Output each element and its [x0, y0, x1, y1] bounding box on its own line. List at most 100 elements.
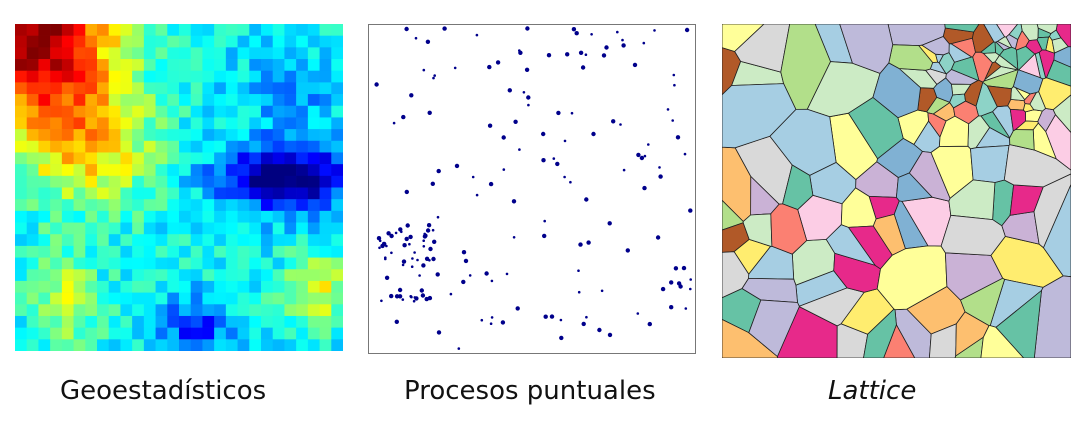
heatmap-cell: [61, 129, 74, 142]
heatmap-cell: [319, 199, 332, 212]
heatmap-cell: [261, 82, 274, 95]
point-event: [574, 31, 579, 36]
lattice-cell: [986, 85, 1012, 108]
heatmap-cell: [50, 35, 63, 48]
heatmap-cell: [319, 245, 332, 258]
heatmap-cell: [249, 280, 262, 293]
heatmap-cell: [15, 164, 28, 177]
heatmap-cell: [50, 315, 63, 328]
point-event: [507, 88, 512, 93]
heatmap-cell: [272, 245, 285, 258]
heatmap-cell: [296, 175, 309, 188]
heatmap-cell: [143, 105, 156, 118]
heatmap-cell: [249, 129, 262, 142]
heatmap-cell: [214, 315, 227, 328]
heatmap-cell: [120, 47, 133, 60]
point-event: [527, 103, 530, 107]
lattice-cell: [1008, 24, 1023, 41]
heatmap-cell: [132, 257, 145, 270]
heatmap-cell: [85, 280, 98, 293]
heatmap-cell: [237, 327, 250, 340]
heatmap-cell: [97, 47, 110, 60]
heatmap-cell: [179, 35, 192, 48]
heatmap-cell: [73, 94, 86, 107]
heatmap-cell: [73, 199, 86, 212]
point-event: [518, 49, 521, 52]
heatmap-cell: [284, 129, 297, 142]
heatmap-cell: [307, 234, 320, 247]
heatmap-cell: [296, 70, 309, 83]
lattice-cell: [895, 172, 933, 202]
heatmap-cell: [214, 280, 227, 293]
heatmap-cell: [167, 292, 180, 305]
heatmap-cell: [15, 327, 28, 340]
point-event: [584, 53, 588, 56]
heatmap-cell: [132, 304, 145, 317]
heatmap-cell: [120, 70, 133, 83]
heatmap-cell: [97, 234, 110, 247]
heatmap-cell: [249, 292, 262, 305]
heatmap-cell: [225, 199, 238, 212]
heatmap-cell: [225, 140, 238, 153]
heatmap-cell: [108, 199, 121, 212]
heatmap-cell: [202, 164, 215, 177]
heatmap-cell: [296, 304, 309, 317]
heatmap-cell: [50, 187, 63, 200]
heatmap-cell: [167, 187, 180, 200]
heatmap-cell: [190, 315, 203, 328]
heatmap-cell: [167, 234, 180, 247]
heatmap-cell: [73, 280, 86, 293]
point-event: [471, 175, 475, 179]
heatmap-cell: [38, 234, 51, 247]
heatmap-cell: [237, 222, 250, 235]
heatmap-cell: [97, 339, 110, 351]
heatmap-cell: [120, 140, 133, 153]
heatmap-cell: [120, 327, 133, 340]
heatmap-cell: [15, 82, 28, 95]
heatmap-cell: [307, 35, 320, 48]
point-event: [453, 66, 457, 70]
heatmap-cell: [73, 105, 86, 118]
point-event: [556, 110, 561, 116]
heatmap-cell: [319, 315, 332, 328]
heatmap-cell: [143, 222, 156, 235]
heatmap-cell: [261, 35, 274, 48]
heatmap-cell: [237, 94, 250, 107]
heatmap-cell: [26, 210, 39, 223]
heatmap-cell: [307, 269, 320, 282]
heatmap-cell: [214, 339, 227, 351]
point-event: [397, 287, 403, 293]
heatmap-cell: [61, 257, 74, 270]
heatmap-cell: [167, 24, 180, 36]
heatmap-cell: [155, 199, 168, 212]
heatmap-cell: [261, 199, 274, 212]
heatmap-cell: [261, 269, 274, 282]
heatmap-cell: [97, 140, 110, 153]
heatmap-cell: [50, 327, 63, 340]
point-event: [676, 281, 682, 286]
heatmap-cell: [155, 164, 168, 177]
heatmap-cell: [249, 59, 262, 72]
point-event: [432, 239, 437, 244]
heatmap-cell: [237, 175, 250, 188]
heatmap-cell: [61, 70, 74, 83]
heatmap-cell: [108, 175, 121, 188]
heatmap-cell: [284, 175, 297, 188]
heatmap-cell: [132, 210, 145, 223]
heatmap-cell: [167, 70, 180, 83]
point-process-frame: [368, 24, 696, 354]
heatmap-cell: [15, 94, 28, 107]
heatmap-cell: [38, 82, 51, 95]
heatmap-cell: [249, 117, 262, 130]
point-event: [607, 332, 613, 338]
heatmap-cell: [284, 24, 297, 36]
heatmap-cell: [272, 339, 285, 351]
heatmap-cell: [249, 164, 262, 177]
heatmap-cell: [202, 35, 215, 48]
heatmap-cell: [132, 315, 145, 328]
point-event: [405, 223, 410, 228]
heatmap-cell: [190, 164, 203, 177]
heatmap-cell: [190, 304, 203, 317]
heatmap-cell: [38, 187, 51, 200]
heatmap-cell: [272, 164, 285, 177]
